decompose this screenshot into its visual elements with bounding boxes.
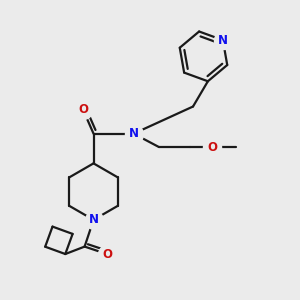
Text: N: N bbox=[88, 213, 98, 226]
Text: O: O bbox=[102, 248, 112, 260]
Text: O: O bbox=[78, 103, 88, 116]
Text: N: N bbox=[218, 34, 228, 46]
Text: O: O bbox=[207, 140, 218, 154]
Text: N: N bbox=[129, 127, 139, 140]
